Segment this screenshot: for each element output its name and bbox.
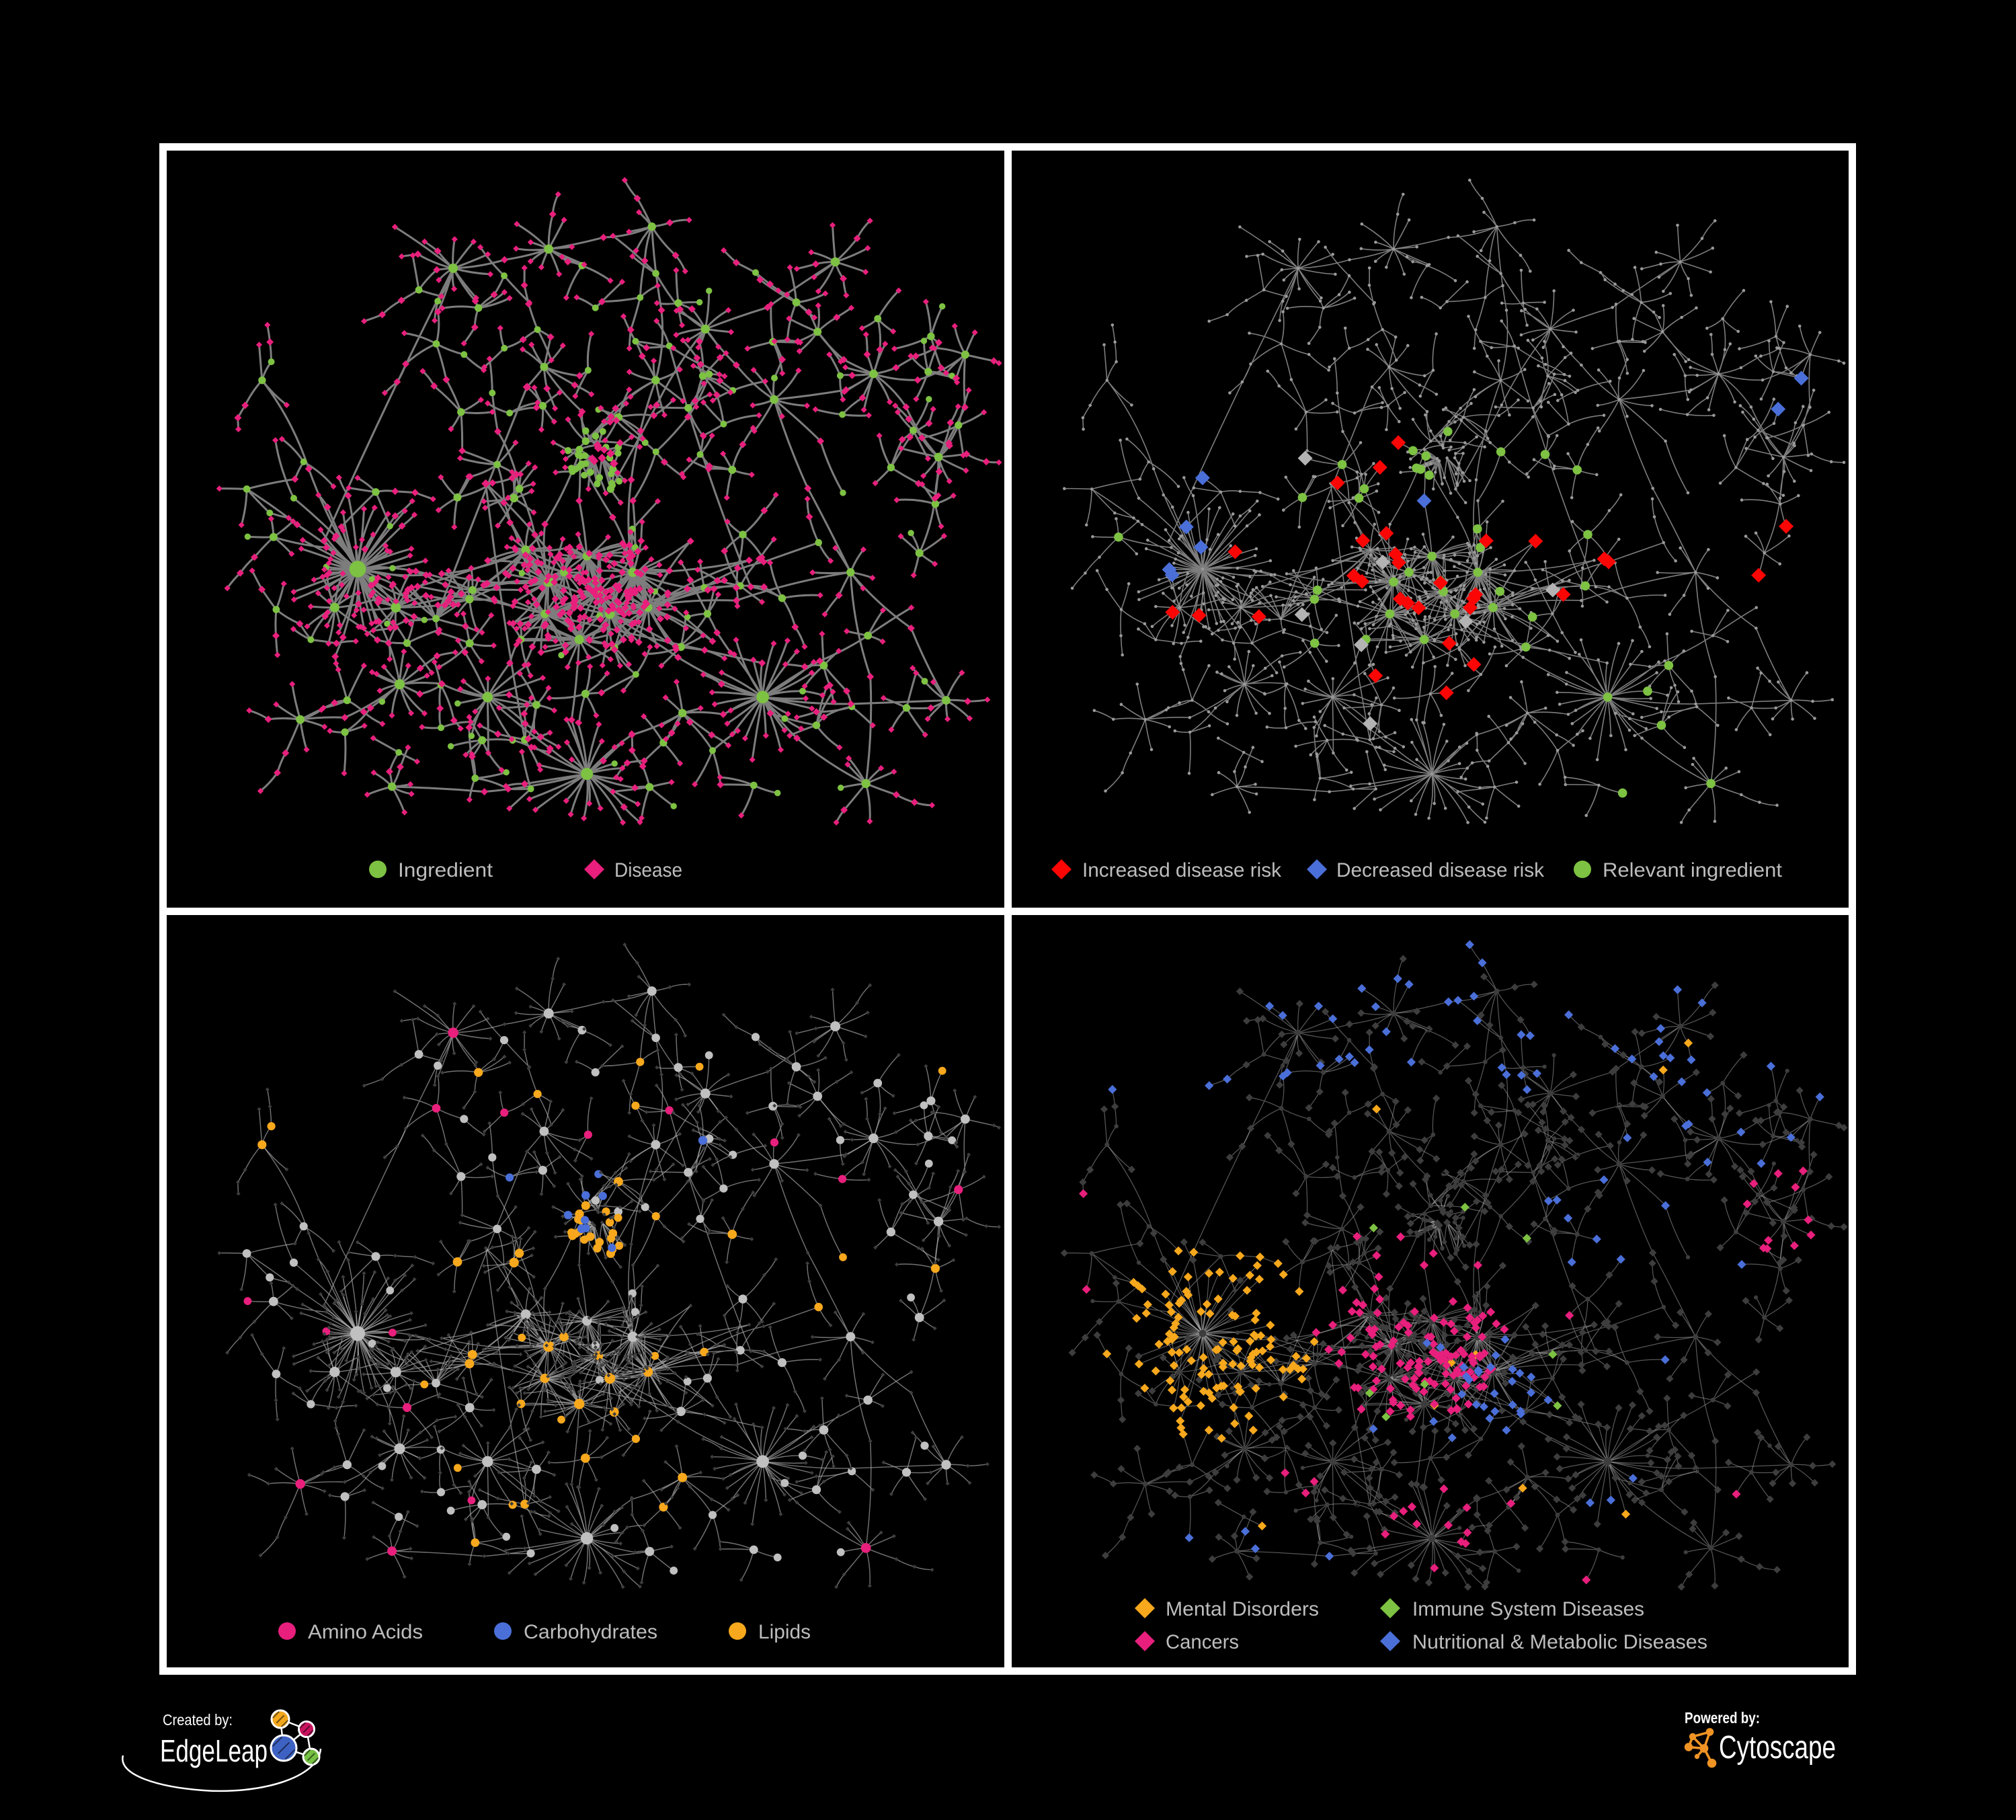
svg-text:EdgeLeap: EdgeLeap xyxy=(160,1733,268,1768)
svg-text:Carbohydrates: Carbohydrates xyxy=(524,1621,657,1643)
svg-text:Powered by:: Powered by: xyxy=(1685,1709,1760,1727)
svg-text:Relevant ingredient: Relevant ingredient xyxy=(1603,859,1783,881)
svg-text:Decreased disease risk: Decreased disease risk xyxy=(1336,859,1545,881)
svg-text:Disease: Disease xyxy=(614,859,682,881)
svg-text:Ingredient: Ingredient xyxy=(398,859,493,881)
svg-text:Nutritional & Metabolic Diseas: Nutritional & Metabolic Diseases xyxy=(1412,1631,1707,1653)
svg-text:Cancers: Cancers xyxy=(1166,1631,1239,1653)
svg-text:Mental Disorders: Mental Disorders xyxy=(1166,1598,1319,1620)
svg-text:Increased disease risk: Increased disease risk xyxy=(1082,859,1282,881)
svg-text:Lipids: Lipids xyxy=(758,1621,811,1643)
svg-text:Cytoscape: Cytoscape xyxy=(1719,1730,1836,1766)
svg-text:Amino Acids: Amino Acids xyxy=(308,1621,423,1643)
svg-text:Created by:: Created by: xyxy=(163,1711,233,1729)
svg-text:Immune System Diseases: Immune System Diseases xyxy=(1412,1598,1644,1620)
